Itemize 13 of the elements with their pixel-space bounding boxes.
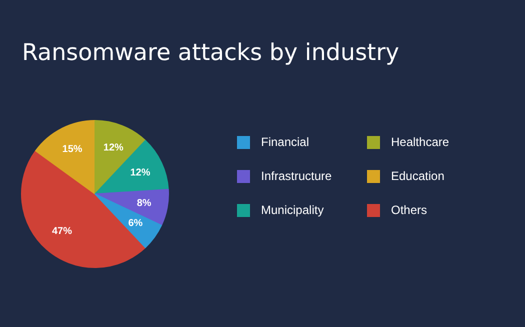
data-label: 12% xyxy=(103,142,124,154)
data-label: 8% xyxy=(136,198,152,210)
legend-label: Education xyxy=(391,169,444,183)
legend-label: Financial xyxy=(261,135,310,149)
data-label: 6% xyxy=(128,218,143,230)
data-label: 47% xyxy=(52,226,72,238)
data-label: 12% xyxy=(130,167,150,178)
legend-label: Healthcare xyxy=(391,135,450,149)
chart-title: Ransomware attacks by industry xyxy=(22,40,400,66)
legend-label: Infrastructure xyxy=(261,169,332,183)
legend-label: Others xyxy=(391,203,428,217)
legend-label: Municipality xyxy=(261,203,324,217)
data-label: 15% xyxy=(62,144,82,156)
